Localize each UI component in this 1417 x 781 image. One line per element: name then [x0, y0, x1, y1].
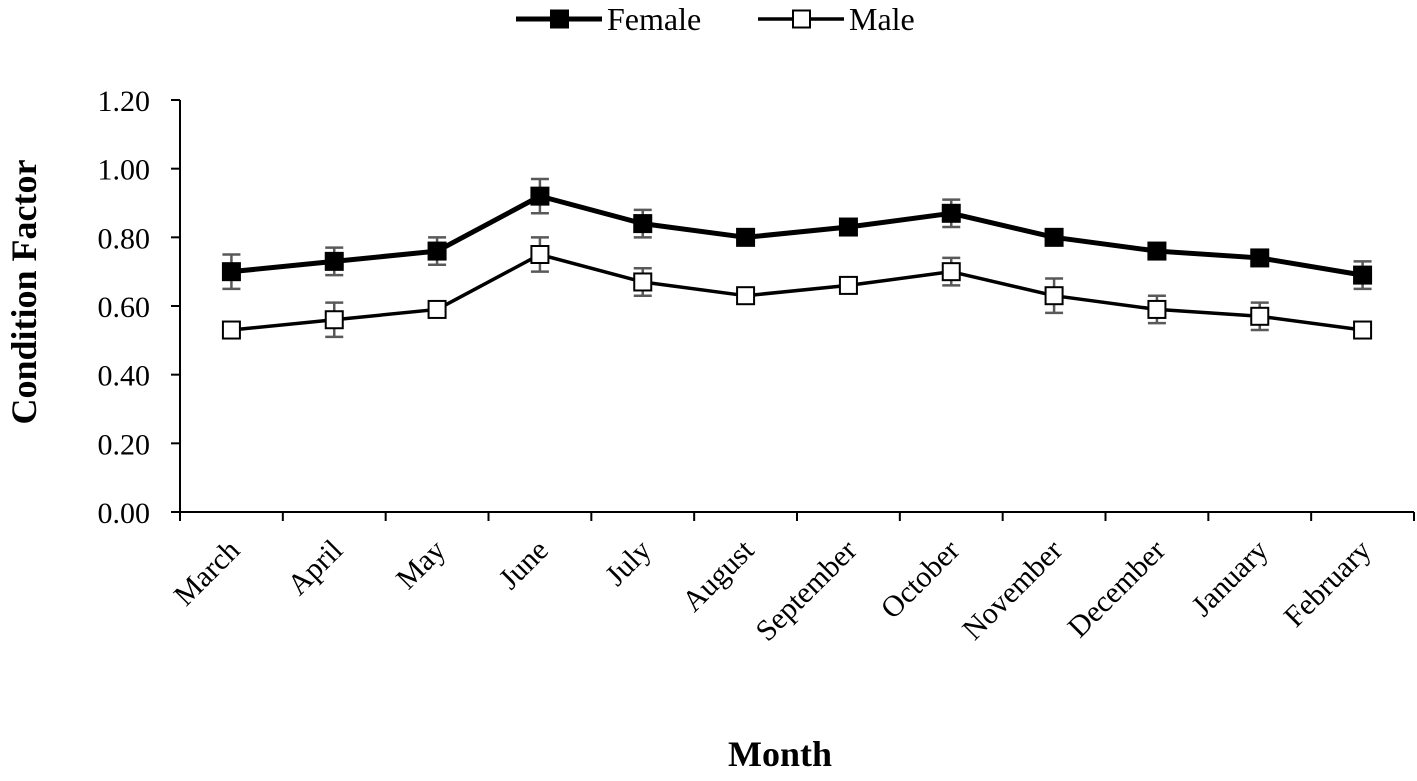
y-tick-label: 0.20	[98, 428, 151, 461]
data-point	[324, 310, 344, 330]
data-point	[838, 217, 858, 237]
data-point	[530, 245, 550, 264]
x-tick-label: August	[676, 533, 761, 618]
data-point	[838, 275, 858, 295]
series-layer	[221, 177, 1373, 340]
data-point	[941, 203, 961, 223]
data-point	[633, 272, 653, 292]
x-tick-label: May	[390, 534, 452, 596]
legend-marker	[550, 9, 569, 29]
legend-label: Female	[607, 1, 701, 37]
x-tick-label: March	[168, 534, 247, 613]
y-tick-label: 1.20	[98, 85, 151, 118]
x-tick-label: February	[1278, 534, 1378, 634]
x-tick-label: September	[749, 534, 863, 648]
series-line	[231, 252, 1363, 332]
data-point	[1147, 299, 1167, 319]
data-point	[1250, 306, 1270, 326]
series-female	[221, 177, 1373, 291]
data-point	[221, 320, 241, 340]
data-point	[530, 186, 550, 206]
series-male	[221, 236, 1373, 340]
data-point	[633, 214, 653, 234]
data-point	[221, 262, 241, 282]
x-tick-label: July	[599, 534, 658, 593]
legend: Female Male	[516, 1, 915, 37]
y-tick-label: 1.00	[98, 154, 151, 187]
x-tick-label: October	[875, 534, 967, 626]
legend-marker	[792, 9, 811, 29]
data-point	[324, 251, 344, 271]
x-tick-label: December	[1061, 534, 1171, 644]
data-point	[1044, 227, 1064, 247]
x-tick-label: April	[281, 534, 349, 602]
data-point	[736, 227, 756, 247]
data-point	[736, 286, 756, 306]
data-point	[1147, 241, 1167, 261]
x-tick-label: November	[956, 534, 1069, 647]
series-line	[231, 193, 1363, 278]
y-axis-title: Condition Factor	[4, 159, 44, 424]
x-tick-label: June	[493, 534, 555, 596]
y-tick-label: 0.00	[98, 497, 151, 530]
data-point	[1353, 320, 1373, 340]
y-tick-label: 0.60	[98, 291, 151, 324]
legend-item-male: Male	[758, 1, 915, 37]
data-point	[941, 262, 961, 282]
data-point	[1353, 265, 1373, 285]
legend-label: Male	[849, 1, 915, 37]
data-point	[1044, 286, 1064, 306]
y-tick-label: 0.40	[98, 360, 151, 393]
y-tick-label: 0.80	[98, 222, 151, 255]
data-point	[1250, 248, 1270, 268]
legend-item-female: Female	[516, 1, 701, 37]
x-tick-label: January	[1185, 534, 1274, 623]
y-axis: 0.00 0.20 0.40 0.60 0.80 1.00 1.20	[98, 85, 181, 530]
x-axis-title: Month	[728, 734, 832, 774]
data-point	[427, 241, 447, 261]
data-point	[427, 299, 447, 319]
